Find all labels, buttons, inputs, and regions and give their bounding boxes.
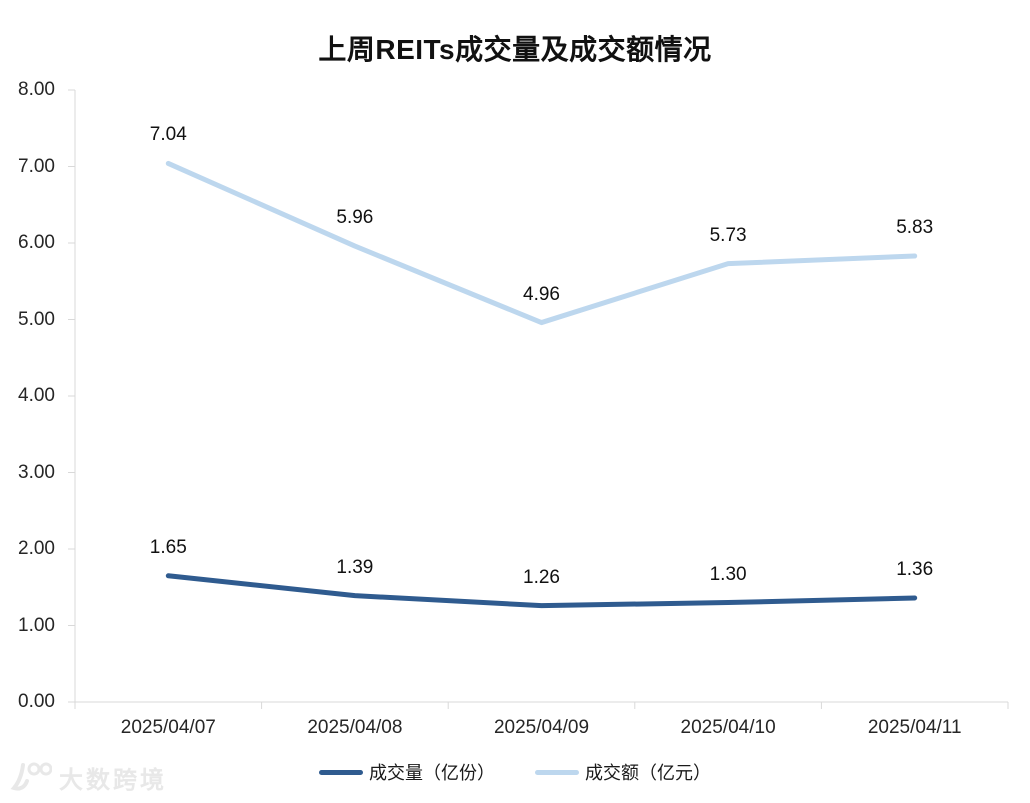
legend-item-turnover: 成交额（亿元） <box>535 759 711 785</box>
turnover-line-swatch <box>535 769 579 775</box>
legend-label-volume: 成交量（亿份） <box>369 763 495 783</box>
legend: 成交量（亿份） 成交额（亿元） <box>0 759 1030 785</box>
watermark-text: 大数跨境 <box>59 766 167 794</box>
watermark-logo-icon <box>10 762 52 791</box>
watermark: 大数跨境 <box>10 757 167 797</box>
chart-title: 上周REITs成交量及成交额情况 <box>318 34 712 65</box>
series-line-volume <box>165 573 918 609</box>
series-line-turnover <box>165 160 918 326</box>
volume-line-swatch <box>319 769 363 775</box>
legend-label-turnover: 成交额（亿元） <box>585 763 711 783</box>
legend-item-volume: 成交量（亿份） <box>319 759 495 785</box>
